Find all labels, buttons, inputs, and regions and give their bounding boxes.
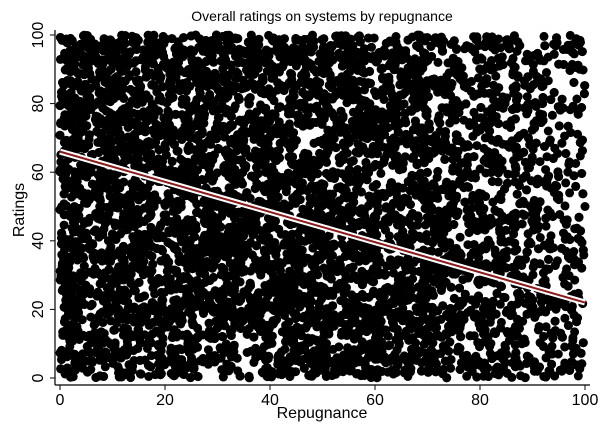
data-point: [472, 141, 482, 151]
scatter-points: [55, 30, 590, 383]
data-point: [147, 251, 157, 261]
data-point: [572, 94, 582, 104]
plot-area: [55, 30, 590, 383]
data-point: [389, 268, 398, 278]
data-point: [560, 131, 570, 141]
data-point: [147, 125, 157, 135]
data-point: [535, 157, 545, 167]
data-point: [565, 188, 575, 198]
data-point: [573, 129, 582, 139]
data-point: [376, 168, 386, 178]
data-point: [495, 299, 505, 309]
chart-title: Overall ratings on systems by repugnance: [191, 8, 453, 24]
data-point: [86, 312, 96, 322]
data-point: [239, 287, 249, 297]
data-point: [242, 348, 252, 357]
data-point: [367, 42, 376, 52]
data-point: [539, 31, 549, 41]
data-point: [560, 201, 570, 211]
data-point: [560, 313, 570, 323]
data-point: [535, 233, 545, 242]
data-point: [541, 221, 551, 231]
data-point: [192, 371, 202, 381]
data-point: [541, 165, 551, 175]
data-point: [561, 178, 571, 188]
data-point: [570, 327, 580, 337]
data-point: [573, 371, 583, 381]
